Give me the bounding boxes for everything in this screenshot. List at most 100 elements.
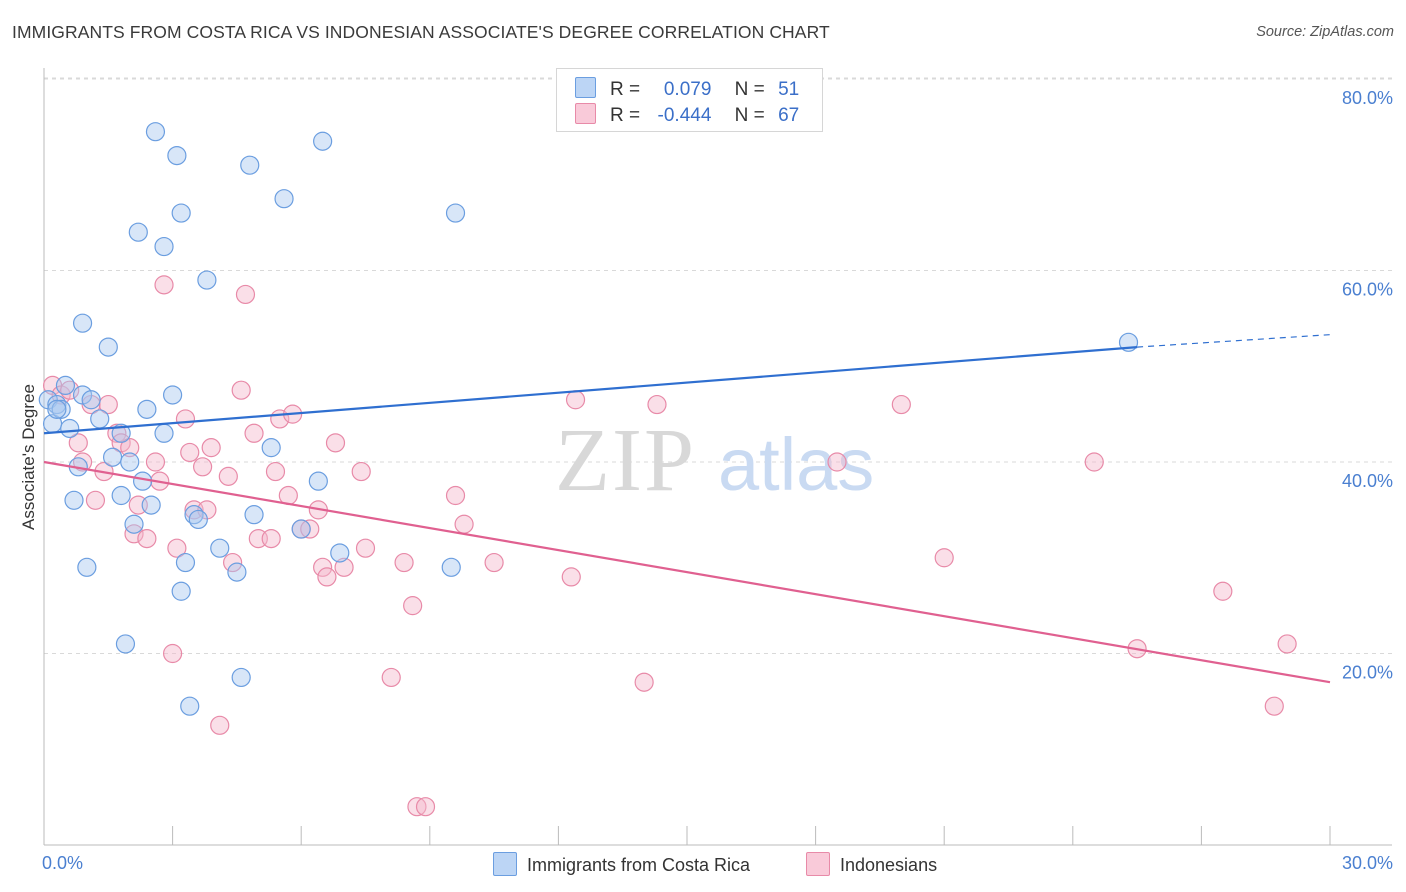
point-indonesians — [891, 394, 911, 415]
legend-n-label: N = — [734, 79, 765, 100]
legend-swatch-blue — [575, 77, 596, 98]
point-costa-rica — [441, 557, 461, 577]
point-indonesians — [218, 466, 238, 486]
point-indonesians — [647, 394, 667, 415]
point-indonesians — [167, 538, 187, 558]
point-indonesians — [334, 557, 354, 577]
point-costa-rica — [291, 519, 311, 539]
legend-swatch-pink — [806, 852, 830, 876]
legend-n-value: 51 — [778, 79, 800, 100]
x-tick-labels: 0.0% 30.0% — [42, 853, 1393, 873]
point-costa-rica — [124, 514, 144, 534]
watermark: ZIP atlas — [555, 411, 874, 510]
point-indonesians — [445, 485, 466, 506]
point-costa-rica — [111, 485, 131, 506]
point-costa-rica — [55, 375, 76, 395]
point-indonesians — [394, 552, 414, 573]
point-costa-rica — [141, 495, 161, 515]
series-legend: Immigrants from Costa Rica Indonesians — [0, 852, 1406, 878]
point-costa-rica — [47, 399, 67, 419]
point-indonesians — [261, 528, 281, 549]
legend-r-label: R = — [610, 79, 641, 100]
point-costa-rica — [77, 557, 97, 577]
point-costa-rica — [115, 634, 136, 654]
point-costa-rica — [261, 438, 281, 458]
point-indonesians — [317, 567, 337, 587]
point-indonesians — [201, 438, 221, 458]
point-indonesians — [223, 552, 243, 573]
point-costa-rica — [154, 236, 174, 257]
point-costa-rica — [60, 418, 80, 439]
watermark-atlas: atlas — [718, 423, 874, 506]
point-indonesians — [154, 275, 174, 295]
point-indonesians — [561, 567, 581, 587]
point-costa-rica — [72, 313, 93, 333]
point-indonesians — [454, 514, 474, 534]
legend-row-indonesians: R = -0.444 N = 67 — [575, 103, 799, 126]
legend-label: Immigrants from Costa Rica — [527, 855, 751, 875]
point-costa-rica — [171, 581, 191, 601]
point-costa-rica — [244, 505, 264, 525]
point-indonesians — [235, 284, 256, 305]
point-costa-rica — [132, 471, 153, 491]
point-indonesians — [175, 409, 196, 429]
point-costa-rica — [154, 423, 174, 443]
trend-line-indonesians — [43, 460, 1331, 684]
trend-line-costa-rica-extension — [1137, 334, 1331, 348]
point-indonesians — [484, 552, 504, 573]
legend-r-value: 0.079 — [663, 79, 712, 100]
point-indonesians — [1084, 452, 1104, 472]
x-tick-label: 30.0% — [1342, 853, 1393, 873]
point-indonesians — [351, 461, 371, 482]
point-indonesians — [1213, 581, 1233, 601]
point-costa-rica — [64, 490, 84, 510]
point-indonesians — [325, 433, 346, 453]
point-indonesians — [244, 423, 264, 443]
point-indonesians — [193, 457, 213, 477]
point-indonesians — [180, 442, 200, 463]
legend-item-indonesians: Indonesians — [806, 852, 937, 876]
trend-lines — [43, 334, 1331, 684]
point-costa-rica — [210, 538, 230, 558]
legend-label: Indonesians — [840, 855, 938, 875]
point-costa-rica — [167, 146, 187, 166]
point-indonesians — [231, 380, 251, 400]
point-costa-rica — [98, 337, 118, 357]
point-costa-rica — [274, 189, 294, 209]
point-indonesians — [68, 433, 88, 453]
point-costa-rica — [330, 543, 350, 563]
stats-legend: R = 0.079 N = 51 R = -0.444 N = 67 — [556, 68, 823, 132]
point-costa-rica — [171, 203, 191, 223]
x-tick-label: 0.0% — [42, 853, 83, 873]
legend-n-label: N = — [734, 105, 765, 126]
trend-line-costa-rica — [43, 346, 1138, 435]
axes — [43, 68, 1392, 846]
point-indonesians — [313, 557, 333, 577]
point-indonesians — [137, 528, 157, 549]
point-costa-rica — [197, 270, 217, 290]
point-costa-rica — [51, 399, 71, 419]
series-indonesians-points — [42, 275, 1297, 817]
point-indonesians — [355, 538, 376, 558]
point-costa-rica — [240, 155, 260, 175]
y-tick-label: 40.0% — [1342, 471, 1393, 491]
y-axis-label: Associate's Degree — [19, 384, 38, 530]
legend-swatch-pink — [575, 103, 596, 124]
point-costa-rica — [188, 509, 208, 530]
point-indonesians — [381, 667, 401, 688]
point-indonesians — [1277, 634, 1297, 654]
point-costa-rica — [227, 562, 247, 582]
point-indonesians — [210, 715, 230, 735]
point-costa-rica — [137, 399, 157, 419]
chart-title: IMMIGRANTS FROM COSTA RICA VS INDONESIAN… — [12, 22, 830, 42]
point-indonesians — [634, 672, 654, 692]
point-costa-rica — [128, 222, 148, 242]
series-costa-rica-points — [38, 122, 1139, 716]
point-costa-rica — [81, 390, 101, 410]
point-indonesians — [120, 438, 140, 458]
point-indonesians — [1264, 696, 1284, 716]
point-indonesians — [827, 452, 847, 472]
legend-r-label: R = — [610, 105, 641, 126]
point-indonesians — [145, 452, 166, 472]
